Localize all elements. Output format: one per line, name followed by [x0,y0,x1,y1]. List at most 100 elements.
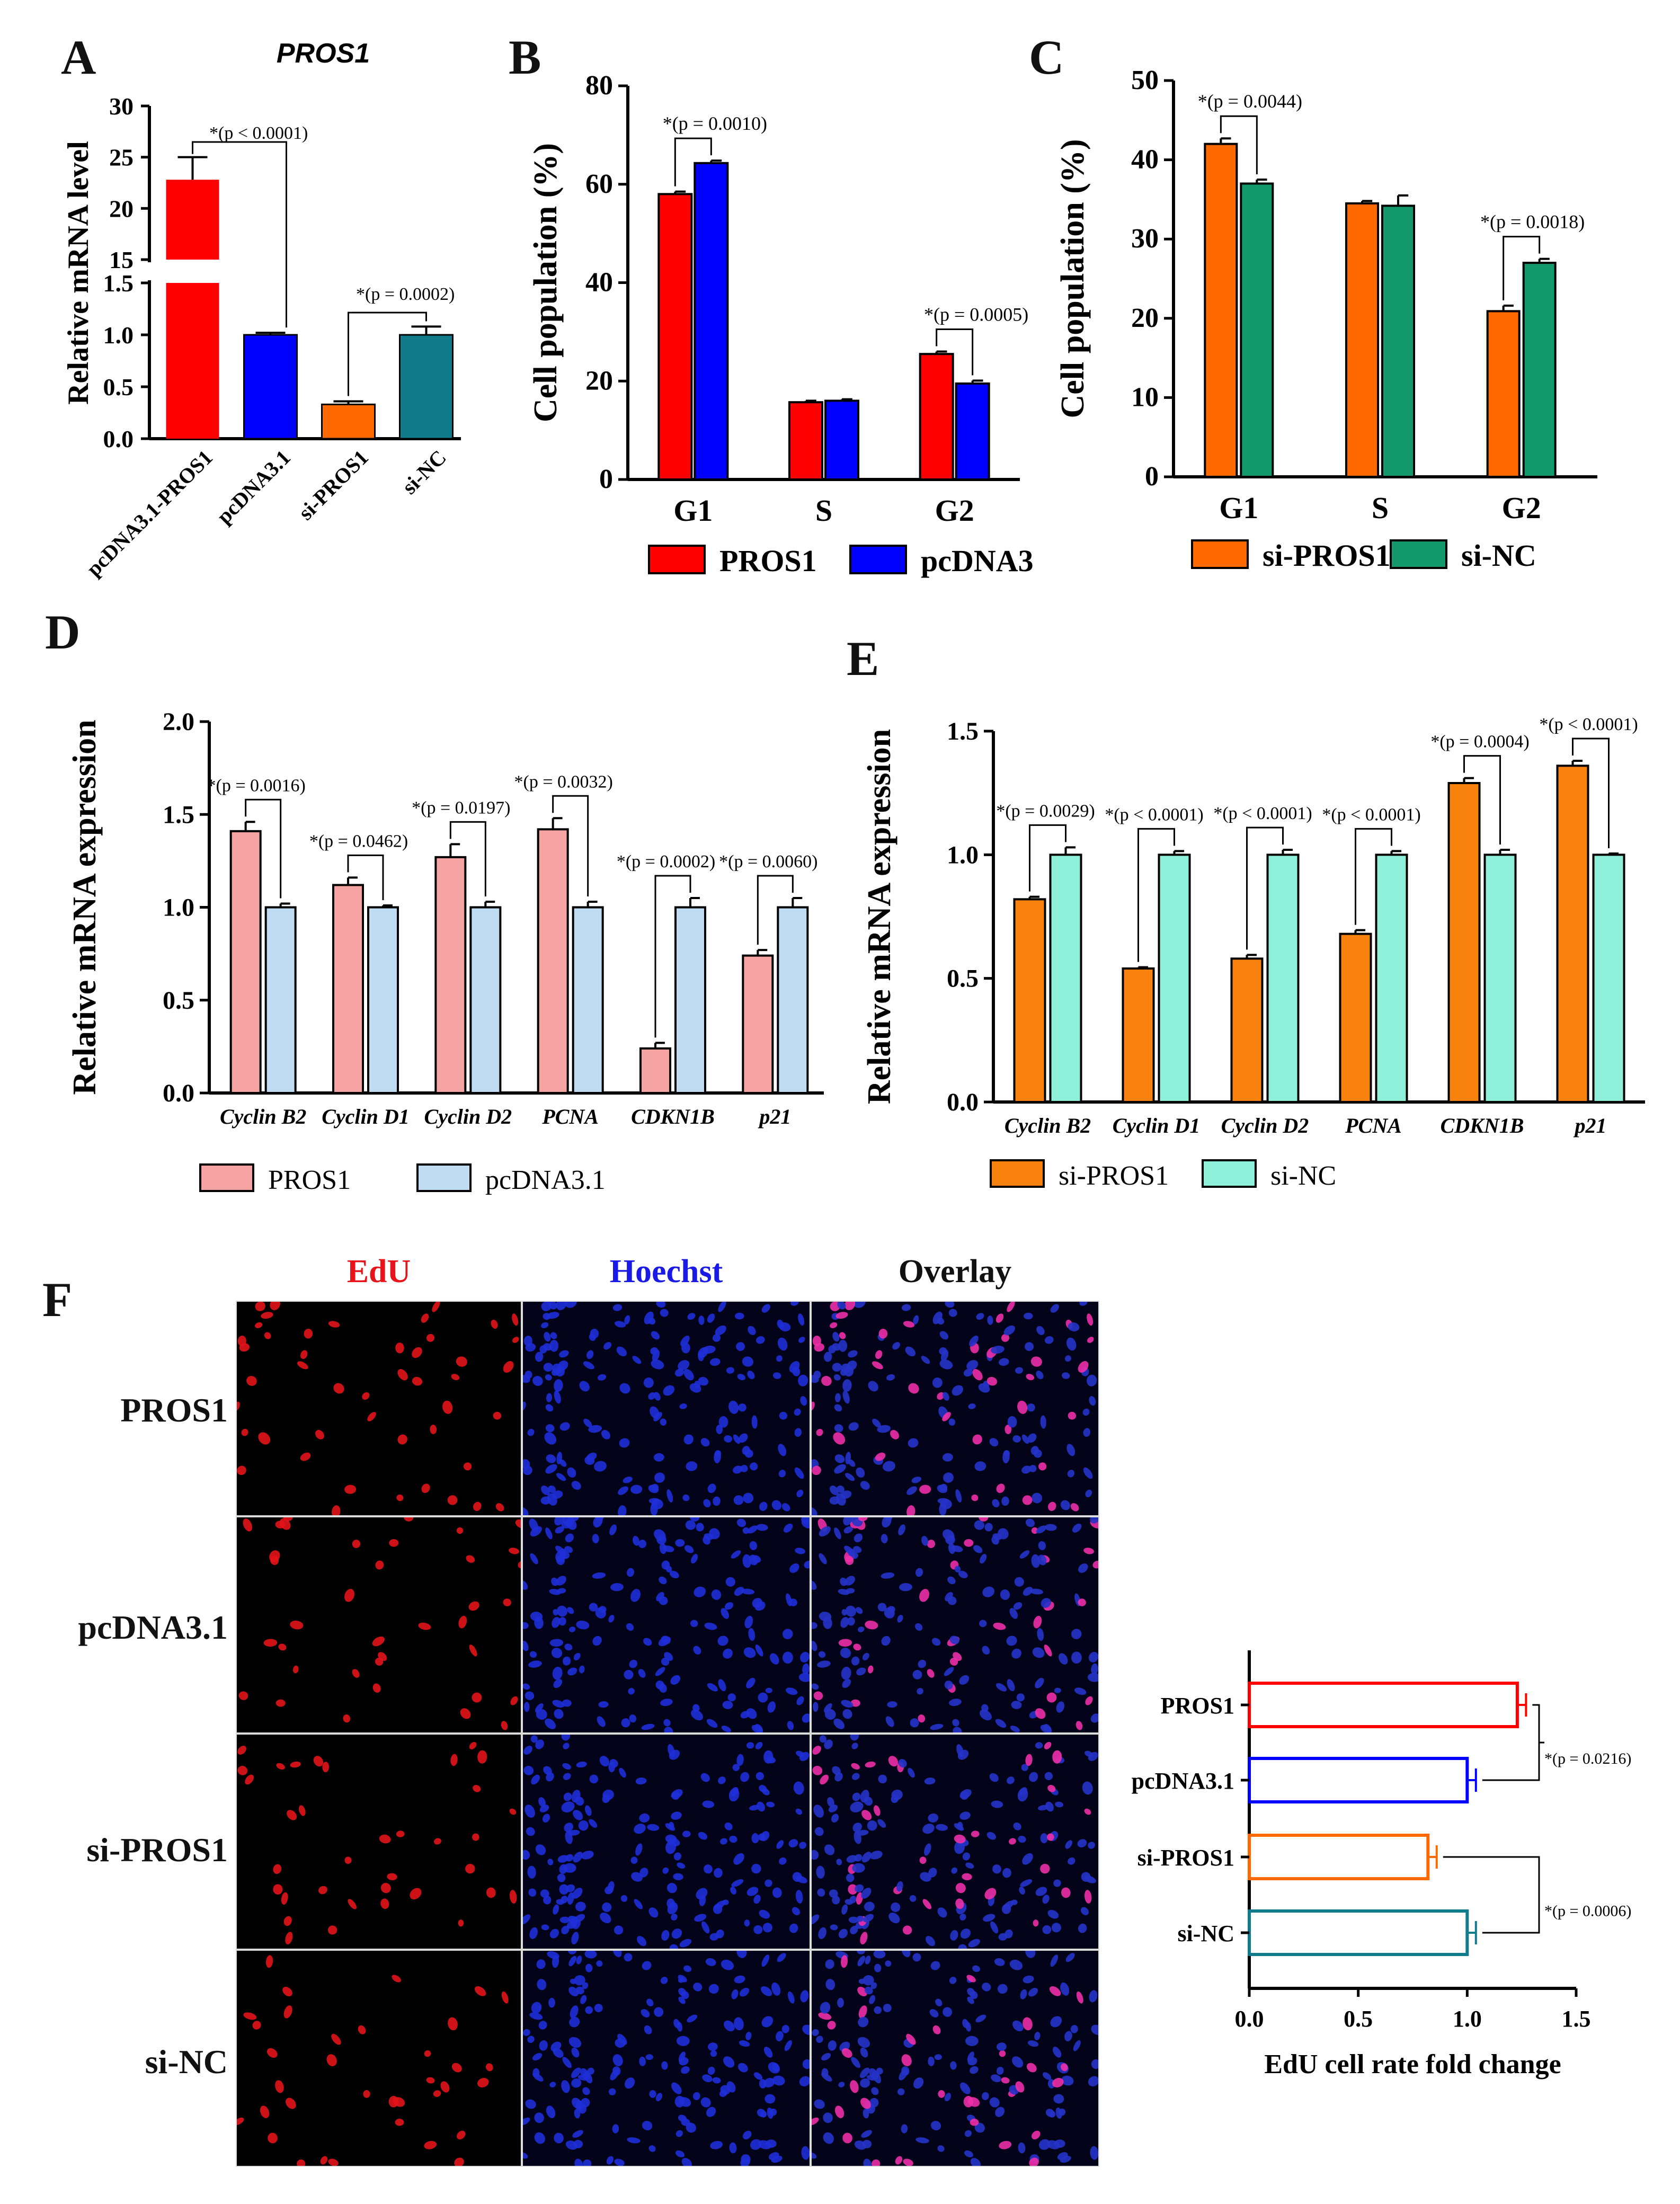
nucleus [550,1332,557,1339]
nucleus [665,1834,677,1844]
nucleus [939,1331,949,1340]
nucleus [875,1452,886,1461]
nucleus [545,1527,553,1540]
nucleus [556,1605,567,1617]
p-value-label: *(p = 0.0216) [1544,1750,1631,1767]
nucleus [816,1865,825,1879]
y-tick-label: 1.0 [947,841,979,869]
nucleus [255,1322,263,1328]
nucleus [678,2051,686,2062]
nucleus [557,1588,566,1594]
nucleus [547,1859,554,1865]
nucleus [834,1424,843,1433]
nucleus [1047,1833,1054,1841]
nucleus [844,1545,854,1555]
nucleus [358,2025,366,2034]
nucleus [602,1902,612,1912]
nucleus [679,1939,691,1948]
nucleus [1053,1879,1061,1887]
nucleus [283,1517,293,1522]
nucleus [930,1961,940,1970]
nucleus [468,1601,479,1611]
nucleus [552,1955,559,1968]
nucleus [819,1553,827,1565]
nucleus [582,1982,589,1989]
chart-title: PROS1 [277,38,370,69]
nucleus [756,1524,768,1531]
x-tick-label: PCNA [1345,1114,1402,1137]
nucleus [984,1523,993,1532]
nucleus [554,1517,565,1526]
nucleus [698,1316,705,1325]
nucleus [421,1313,429,1323]
nucleus [527,1428,535,1436]
nucleus [737,1374,746,1381]
nucleus [532,2068,540,2077]
nucleus [814,1343,825,1352]
nucleus [959,1675,970,1685]
nucleus [700,1773,710,1782]
nucleus [852,1863,865,1873]
nucleus [718,1416,728,1428]
p-value-label: *(p = 0.0197) [412,798,510,817]
nucleus [895,2156,903,2165]
nucleus [962,1873,972,1880]
nucleus [989,1438,999,1447]
nucleus [890,1429,899,1439]
bar [657,193,693,481]
nucleus [1050,2016,1062,2028]
micrograph-r2-c3 [811,1516,1099,1734]
nucleus [901,1304,911,1311]
nucleus [690,1620,698,1628]
nucleus [592,1636,602,1646]
nucleus [800,1990,809,2003]
nucleus [739,2040,750,2047]
nucleus [1079,1302,1088,1306]
nucleus [281,1892,288,1905]
y-tick-label: 0.5 [163,987,194,1015]
nucleus [1036,1371,1044,1380]
nucleus [717,1636,728,1646]
nucleus [798,1673,810,1682]
nucleus [974,1520,985,1530]
micrograph-image [237,1955,509,2166]
nucleus [877,1819,886,1828]
nucleus [1009,1838,1016,1845]
nucleus [968,1939,980,1948]
nucleus [626,1623,634,1631]
nucleus [864,1797,873,1806]
nucleus [580,1995,587,2004]
nucleus [831,1814,839,1823]
nucleus [682,1494,690,1501]
nucleus [546,1454,556,1463]
legend-swatch [648,545,706,574]
nucleus [917,1687,923,1695]
nucleus [1023,2017,1033,2031]
nucleus [404,1517,414,1522]
micrograph-r1-c1 [236,1301,522,1516]
nucleus [848,1459,856,1467]
nucleus [698,1832,708,1840]
nucleus [322,1762,330,1773]
nucleus [681,2066,690,2074]
nucleus [561,1801,575,1812]
nucleus [344,1856,352,1864]
x-tick-label: Cyclin B2 [220,1105,306,1128]
nucleus [781,1503,790,1512]
nucleus [1054,1687,1061,1693]
nucleus [782,1651,793,1664]
nucleus [746,1742,754,1749]
nucleus [926,1936,936,1947]
x-tick-label: G1 [1219,491,1258,525]
nucleus [746,1887,759,1896]
nucleus [958,1944,967,1949]
bar [321,403,376,440]
nucleus [661,1636,671,1645]
nucleus [320,2156,328,2165]
nucleus [760,1986,772,1996]
nucleus [372,1683,381,1693]
nucleus [531,1774,540,1785]
nucleus [932,1377,943,1388]
nucleus [618,1505,627,1515]
nucleus [571,2047,580,2058]
